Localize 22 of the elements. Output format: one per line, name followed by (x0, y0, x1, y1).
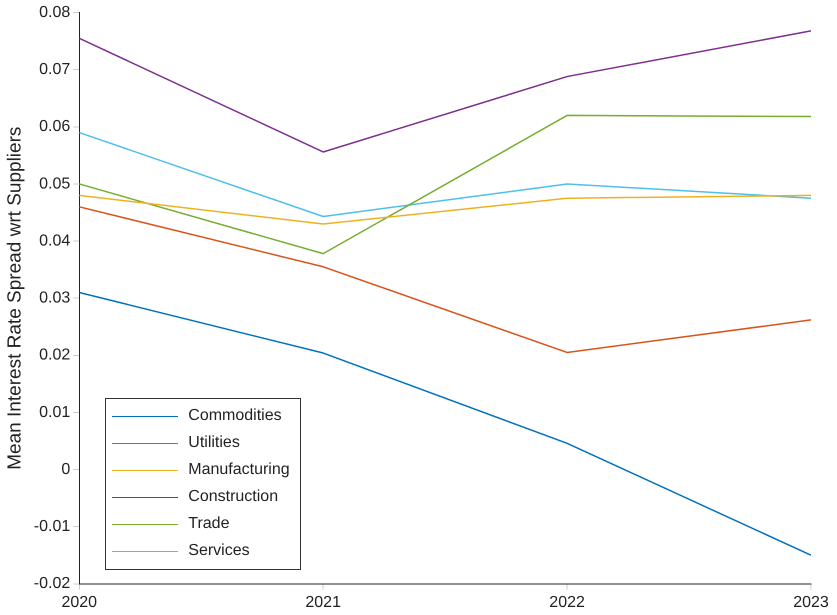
y-tick-label: 0.05 (39, 175, 70, 192)
y-tick-label: 0.06 (39, 118, 70, 136)
x-tick-label: 2023 (793, 594, 829, 611)
y-tick-label: -0.02 (34, 575, 70, 592)
legend-label: Commodities (188, 407, 282, 426)
x-tick-label: 2020 (61, 594, 98, 611)
y-tick-label: 0.04 (39, 232, 70, 250)
y-tick-label: 0.08 (39, 4, 70, 22)
x-tick-label: 2022 (549, 594, 585, 611)
legend-label: Construction (188, 488, 278, 506)
legend-label: Services (188, 542, 250, 560)
y-tick-label: 0.03 (39, 290, 70, 307)
y-tick-label: -0.01 (34, 518, 70, 536)
y-axis-title: Mean Interest Rate Spread wrt Suppliers (4, 126, 26, 470)
legend-label: Utilities (188, 434, 240, 452)
y-tick-label: 0.01 (39, 404, 70, 421)
legend-label: Manufacturing (188, 461, 290, 480)
y-tick-label: 0.07 (39, 61, 70, 78)
legend-label: Trade (188, 515, 230, 534)
x-tick-label: 2021 (305, 594, 342, 611)
y-tick-label: 0 (61, 460, 70, 478)
y-tick-label: 0.02 (39, 346, 70, 364)
